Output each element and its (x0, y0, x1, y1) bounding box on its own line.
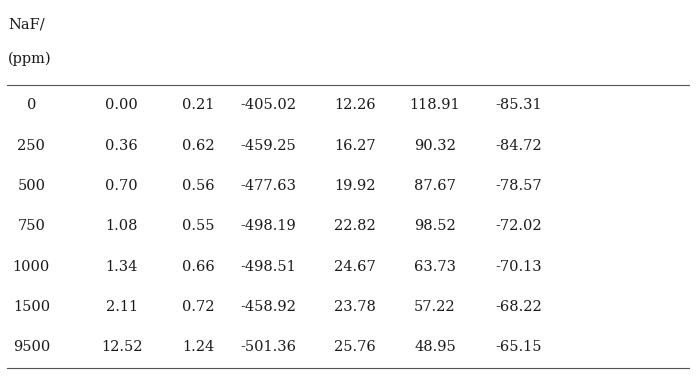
Text: 118.91: 118.91 (410, 99, 460, 113)
Text: 87.67: 87.67 (414, 179, 456, 193)
Text: 0.72: 0.72 (182, 300, 214, 314)
Text: 16.27: 16.27 (334, 139, 376, 153)
Text: -498.19: -498.19 (240, 219, 296, 233)
Text: 1.24: 1.24 (182, 340, 214, 354)
Text: 57.22: 57.22 (414, 300, 456, 314)
Text: 2.11: 2.11 (106, 300, 138, 314)
Text: 48.95: 48.95 (414, 340, 456, 354)
Text: -501.36: -501.36 (240, 340, 296, 354)
Text: -405.02: -405.02 (240, 99, 296, 113)
Text: -458.92: -458.92 (240, 300, 296, 314)
Text: 500: 500 (17, 179, 45, 193)
Text: 0.36: 0.36 (105, 139, 139, 153)
Text: -498.51: -498.51 (240, 260, 296, 274)
Text: 0.00: 0.00 (105, 99, 139, 113)
Text: -459.25: -459.25 (240, 139, 296, 153)
Text: -84.72: -84.72 (496, 139, 541, 153)
Text: 23.78: 23.78 (334, 300, 376, 314)
Text: NaF/: NaF/ (8, 18, 45, 31)
Text: 98.52: 98.52 (414, 219, 456, 233)
Text: -68.22: -68.22 (495, 300, 542, 314)
Text: -78.57: -78.57 (496, 179, 541, 193)
Text: 0: 0 (26, 99, 36, 113)
Text: -85.31: -85.31 (496, 99, 541, 113)
Text: -65.15: -65.15 (496, 340, 541, 354)
Text: 25.76: 25.76 (334, 340, 376, 354)
Text: 9500: 9500 (13, 340, 50, 354)
Text: 19.92: 19.92 (334, 179, 376, 193)
Text: 1.34: 1.34 (106, 260, 138, 274)
Text: 1000: 1000 (13, 260, 50, 274)
Text: 0.56: 0.56 (182, 179, 214, 193)
Text: 22.82: 22.82 (334, 219, 376, 233)
Text: 750: 750 (17, 219, 45, 233)
Text: -477.63: -477.63 (240, 179, 296, 193)
Text: 0.70: 0.70 (106, 179, 138, 193)
Text: 0.62: 0.62 (182, 139, 214, 153)
Text: -72.02: -72.02 (496, 219, 541, 233)
Text: 63.73: 63.73 (414, 260, 456, 274)
Text: 0.21: 0.21 (182, 99, 214, 113)
Text: (ppm): (ppm) (8, 52, 52, 66)
Text: 0.55: 0.55 (182, 219, 214, 233)
Text: 12.26: 12.26 (334, 99, 376, 113)
Text: 1.08: 1.08 (106, 219, 138, 233)
Text: 0.66: 0.66 (182, 260, 215, 274)
Text: 90.32: 90.32 (414, 139, 456, 153)
Text: -70.13: -70.13 (496, 260, 541, 274)
Text: 12.52: 12.52 (101, 340, 143, 354)
Text: 250: 250 (17, 139, 45, 153)
Text: 1500: 1500 (13, 300, 50, 314)
Text: 24.67: 24.67 (334, 260, 376, 274)
